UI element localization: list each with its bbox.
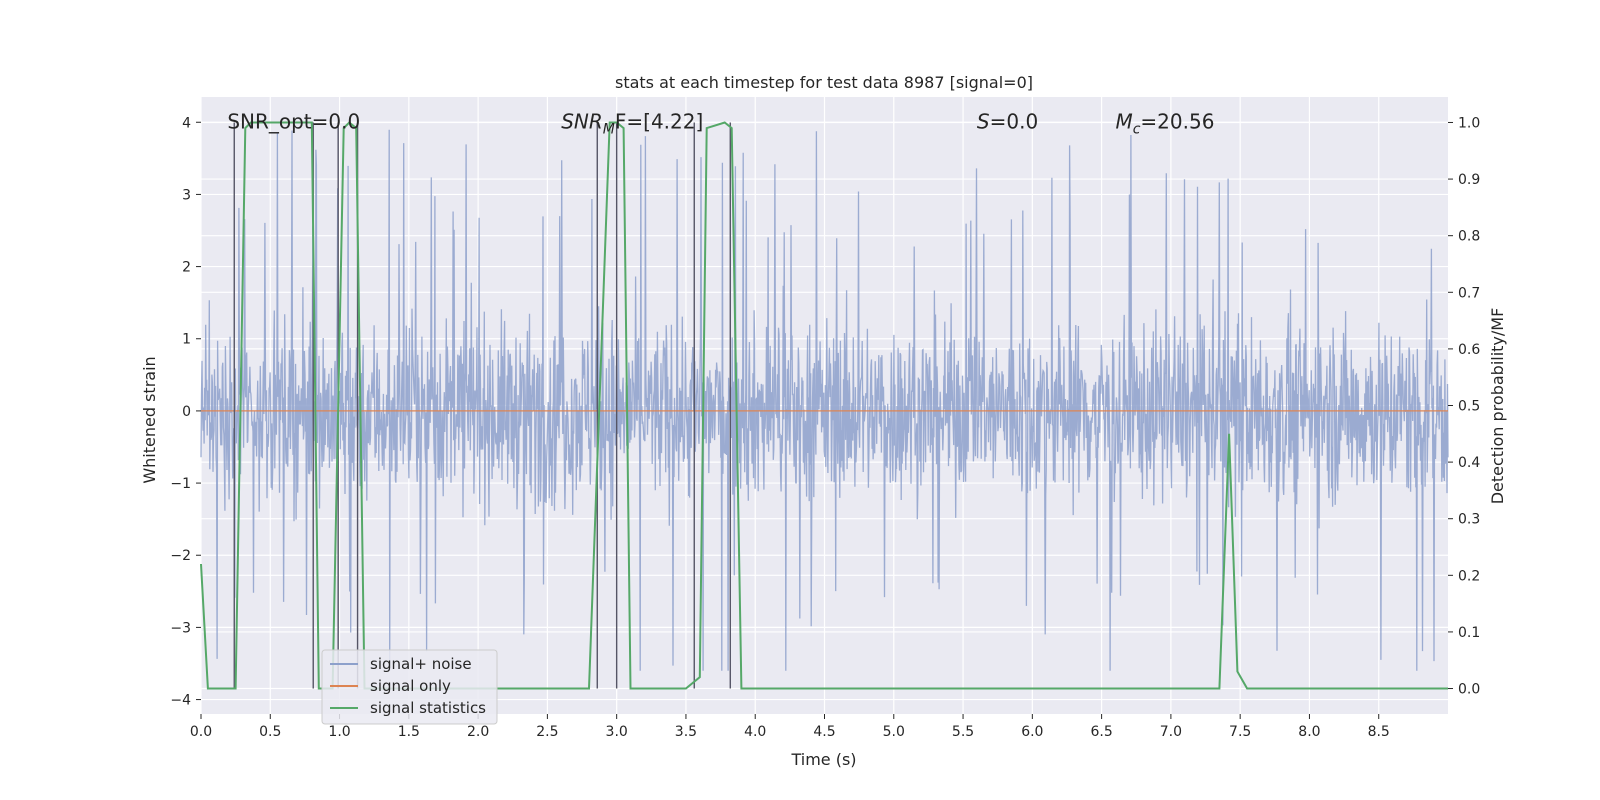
- x-tick-label: 6.5: [1090, 724, 1112, 740]
- annotation: SNR_opt=0.0: [227, 109, 360, 133]
- y-tick-label-right: 0.4: [1458, 455, 1480, 471]
- x-tick-label: 4.5: [813, 724, 835, 740]
- y-tick-label-right: 0.7: [1458, 285, 1480, 301]
- y-tick-label-left: 3: [182, 187, 191, 203]
- noise-series: [200, 129, 1449, 671]
- y-tick-label-right: 0.2: [1458, 568, 1480, 584]
- x-tick-label: 2.5: [536, 724, 558, 740]
- x-tick-label: 6.0: [1021, 724, 1043, 740]
- legend: signal+ noise signal only signal statist…: [321, 649, 498, 725]
- y-axis-label-left: Whitened strain: [140, 356, 159, 483]
- y-tick-label-left: −2: [170, 548, 191, 564]
- x-tick-label: 5.0: [883, 724, 905, 740]
- annotation-sub: c: [1133, 121, 1141, 137]
- x-tick-label: 8.0: [1298, 724, 1320, 740]
- annotation-tail: F=[4.22]: [615, 109, 703, 133]
- signal-statistics-series: [200, 121, 1448, 690]
- x-tick-label: 5.5: [952, 724, 974, 740]
- legend-label-noise: signal+ noise: [370, 655, 472, 673]
- y-tick-label-left: 0: [182, 404, 191, 420]
- ticks: 0.0 0.5 1.0 1.5 2.0 2.5 3.0 3.5 4.0 4.5 5.0 5.5 6.0 6…: [170, 115, 1480, 740]
- y-tick-label-left: 4: [182, 115, 191, 131]
- statistics-line: [200, 121, 1448, 690]
- x-tick-label: 0.5: [259, 724, 281, 740]
- annotation: Mc=20.56: [1115, 109, 1214, 137]
- y-tick-label-right: 0.8: [1458, 229, 1480, 245]
- annotation: SNRMF=[4.22]: [561, 109, 703, 137]
- y-tick-label-left: −4: [170, 693, 191, 709]
- x-tick-label: 2.0: [467, 724, 489, 740]
- x-tick-label: 1.5: [398, 724, 420, 740]
- annotation-main: S: [977, 109, 990, 133]
- annotation-main: SNR: [561, 109, 603, 133]
- grid: [200, 97, 1448, 714]
- x-tick-label: 4.0: [744, 724, 766, 740]
- chart-title: stats at each timestep for test data 898…: [615, 73, 1033, 92]
- annotation-main: M: [1115, 109, 1132, 133]
- y-tick-label-left: 2: [182, 260, 191, 276]
- vertical-markers: [233, 122, 731, 689]
- annotation-main: SNR_opt=0.0: [227, 109, 360, 133]
- y-tick-label-left: −1: [170, 476, 191, 492]
- annotation-tail: =20.56: [1140, 109, 1214, 133]
- y-tick-label-right: 0.1: [1458, 625, 1480, 641]
- y-tick-label-left: 1: [182, 332, 191, 348]
- x-tick-label: 3.0: [606, 724, 628, 740]
- annotation-sub: M: [603, 121, 615, 137]
- annotation-tail: =0.0: [990, 109, 1039, 133]
- y-tick-label-right: 0.9: [1458, 172, 1480, 188]
- x-tick-label: 0.0: [190, 724, 212, 740]
- y-tick-label-right: 0.3: [1458, 512, 1480, 528]
- y-tick-label-right: 0.5: [1458, 399, 1480, 415]
- y-tick-label-right: 1.0: [1458, 115, 1480, 131]
- y-tick-label-left: −3: [170, 620, 191, 636]
- x-tick-label: 3.5: [675, 724, 697, 740]
- annotations: SNR_opt=0.0 SNRMF=[4.22] S=0.0 Mc=20.56: [227, 109, 1214, 137]
- y-tick-label-right: 0.0: [1458, 682, 1480, 698]
- y-axis-label-right: Detection probability/MF: [1488, 308, 1507, 505]
- x-tick-label: 7.0: [1160, 724, 1182, 740]
- legend-label-signal-only: signal only: [370, 677, 451, 695]
- y-tick-label-right: 0.6: [1458, 342, 1480, 358]
- x-tick-label: 8.5: [1368, 724, 1390, 740]
- x-axis-label: Time (s): [790, 750, 856, 769]
- x-tick-label: 7.5: [1229, 724, 1251, 740]
- legend-box: [321, 649, 498, 725]
- legend-label-statistics: signal statistics: [370, 699, 486, 717]
- noise-line: [200, 129, 1449, 671]
- x-tick-label: 1.0: [328, 724, 350, 740]
- annotation: S=0.0: [977, 109, 1038, 133]
